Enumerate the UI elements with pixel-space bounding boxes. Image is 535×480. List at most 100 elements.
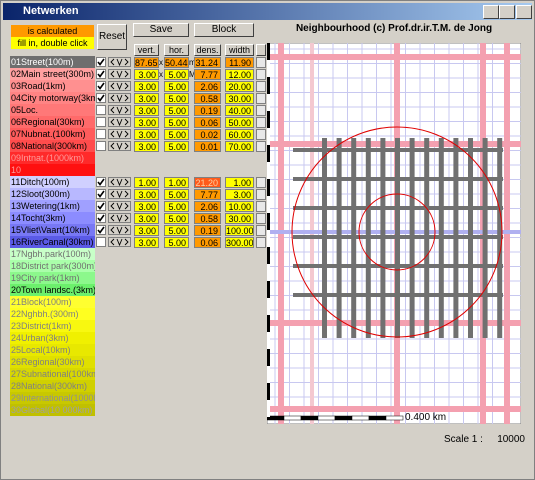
spinner[interactable]	[108, 141, 131, 151]
value-cell[interactable]: 5.00	[164, 237, 189, 248]
network-name[interactable]: 04City motorway(3km)	[10, 92, 95, 104]
network-name[interactable]: 01Street(100m)	[10, 56, 95, 68]
value-cell[interactable]: 7.77	[194, 69, 221, 80]
network-name[interactable]: 05Loc.	[10, 104, 95, 116]
value-cell[interactable]: 3.00	[134, 225, 159, 236]
network-name[interactable]: 08National(300km)	[10, 140, 95, 152]
value-cell[interactable]: 3.00	[134, 129, 159, 140]
value-cell[interactable]: 3.00	[134, 141, 159, 152]
spinner[interactable]	[108, 189, 131, 199]
checkbox[interactable]	[96, 201, 106, 211]
value-cell[interactable]: 70.00	[225, 141, 254, 152]
spinner[interactable]	[108, 117, 131, 127]
value-cell[interactable]: 3.00	[134, 237, 159, 248]
checkbox[interactable]	[96, 105, 106, 115]
network-name[interactable]: 15Vliet\Vaart(10km)	[10, 224, 95, 236]
checkbox[interactable]	[96, 93, 106, 103]
value-cell[interactable]: 30.00	[225, 213, 254, 224]
network-name[interactable]: 06Regional(30km)	[10, 116, 95, 128]
value-cell[interactable]: 0.19	[194, 105, 221, 116]
spinner[interactable]	[108, 129, 131, 139]
spinner[interactable]	[108, 105, 131, 115]
value-cell[interactable]: 5.00	[164, 69, 189, 80]
value-cell[interactable]: 1.00	[134, 177, 159, 188]
checkbox[interactable]	[96, 69, 106, 79]
checkbox[interactable]	[96, 189, 106, 199]
value-cell[interactable]: 21.20	[194, 177, 221, 188]
network-name[interactable]: 21Block(100m)	[10, 296, 95, 308]
value-cell[interactable]: 50.44	[164, 57, 189, 68]
spinner[interactable]	[108, 81, 131, 91]
network-name[interactable]: 30Global(10 000km)	[10, 404, 95, 416]
spinner[interactable]	[108, 177, 131, 187]
value-cell[interactable]: 0.06	[194, 237, 221, 248]
value-cell[interactable]: 300.00	[225, 237, 254, 248]
value-cell[interactable]: 7.77	[194, 189, 221, 200]
value-cell[interactable]: 3.00	[225, 189, 254, 200]
value-cell[interactable]: 5.00	[164, 201, 189, 212]
save-button[interactable]: Save	[133, 23, 189, 37]
checkbox[interactable]	[96, 237, 106, 247]
value-cell[interactable]: 2.06	[194, 201, 221, 212]
value-cell[interactable]: 3.00	[134, 117, 159, 128]
close-button[interactable]	[516, 5, 532, 19]
network-name[interactable]: 25Local(10km)	[10, 344, 95, 356]
checkbox[interactable]	[96, 225, 106, 235]
value-cell[interactable]: 3.00	[134, 81, 159, 92]
network-name[interactable]: 24Urban(3km)	[10, 332, 95, 344]
value-cell[interactable]: 5.00	[164, 93, 189, 104]
network-name[interactable]: 20Town landsc.(3km)	[10, 284, 95, 296]
value-cell[interactable]: 5.00	[164, 105, 189, 116]
network-name[interactable]: 14Tocht(3km)	[10, 212, 95, 224]
value-cell[interactable]: 3.00	[134, 93, 159, 104]
value-cell[interactable]: 20.00	[225, 81, 254, 92]
network-name[interactable]: 23District(1km)	[10, 320, 95, 332]
value-cell[interactable]: 11.90	[225, 57, 254, 68]
network-name[interactable]: 13Wetering(1km)	[10, 200, 95, 212]
block-button[interactable]: Block	[194, 23, 254, 37]
network-name[interactable]: 09Intnat.(1000km)	[10, 152, 95, 164]
minimize-button[interactable]	[483, 5, 499, 19]
checkbox[interactable]	[96, 81, 106, 91]
spinner[interactable]	[108, 225, 131, 235]
value-cell[interactable]: 5.00	[164, 129, 189, 140]
value-cell[interactable]: 5.00	[164, 117, 189, 128]
value-cell[interactable]: 0.58	[194, 213, 221, 224]
value-cell[interactable]: 87.65	[134, 57, 159, 68]
value-cell[interactable]: 2.06	[194, 81, 221, 92]
value-cell[interactable]: 5.00	[164, 213, 189, 224]
spinner[interactable]	[108, 201, 131, 211]
network-name[interactable]: 27Subnational(100km)	[10, 368, 95, 380]
value-cell[interactable]: 3.00	[134, 201, 159, 212]
value-cell[interactable]: 5.00	[164, 81, 189, 92]
value-cell[interactable]: 0.06	[194, 117, 221, 128]
spinner[interactable]	[108, 213, 131, 223]
network-name[interactable]: 18District park(300m)	[10, 260, 95, 272]
checkbox[interactable]	[96, 129, 106, 139]
value-cell[interactable]: 5.00	[164, 225, 189, 236]
network-name[interactable]: 02Main street(300m)	[10, 68, 95, 80]
network-name[interactable]: 12Sloot(300m)	[10, 188, 95, 200]
spinner[interactable]	[108, 93, 131, 103]
network-name[interactable]: 16RiverCanal(30km)	[10, 236, 95, 248]
checkbox[interactable]	[96, 141, 106, 151]
network-name[interactable]: 28National(300km)	[10, 380, 95, 392]
network-name[interactable]: 22Nghbh.(300m)	[10, 308, 95, 320]
value-cell[interactable]: 12.00	[225, 69, 254, 80]
checkbox[interactable]	[96, 57, 106, 67]
value-cell[interactable]: 31.24	[194, 57, 221, 68]
checkbox[interactable]	[96, 117, 106, 127]
reset-button[interactable]: Reset	[97, 24, 127, 50]
network-name[interactable]: 26Regional(30km)	[10, 356, 95, 368]
value-cell[interactable]: 0.02	[194, 129, 221, 140]
spinner[interactable]	[108, 237, 131, 247]
value-cell[interactable]: 60.00	[225, 129, 254, 140]
maximize-button[interactable]	[499, 5, 515, 19]
value-cell[interactable]: 1.00	[225, 177, 254, 188]
value-cell[interactable]: 3.00	[134, 189, 159, 200]
spinner[interactable]	[108, 69, 131, 79]
value-cell[interactable]: 100.00	[225, 225, 254, 236]
network-name[interactable]: 19City park(1km)	[10, 272, 95, 284]
network-name[interactable]: 11Ditch(100m)	[10, 176, 95, 188]
network-name[interactable]: 29International(1000km)	[10, 392, 95, 404]
